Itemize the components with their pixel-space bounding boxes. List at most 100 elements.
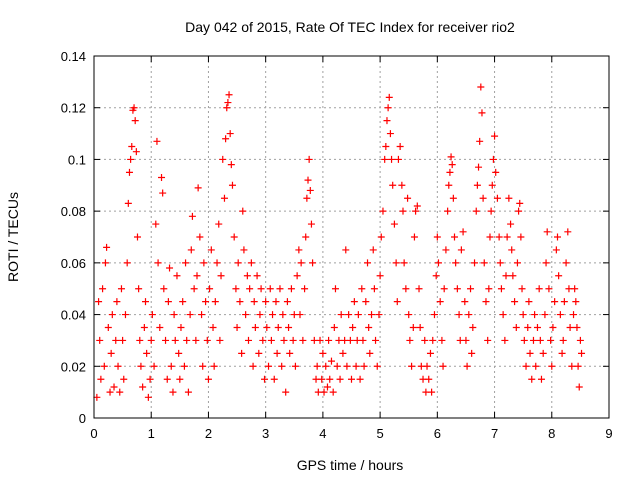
data-point bbox=[198, 311, 206, 319]
data-point bbox=[342, 246, 350, 254]
data-point bbox=[432, 272, 440, 280]
data-point bbox=[209, 324, 217, 331]
data-point bbox=[325, 336, 333, 344]
y-tick-label: 0.12 bbox=[61, 101, 86, 116]
data-point bbox=[487, 207, 495, 215]
data-point bbox=[535, 285, 543, 293]
data-point bbox=[428, 388, 436, 396]
x-tick-label: 6 bbox=[434, 426, 441, 441]
data-point bbox=[188, 212, 196, 220]
data-point bbox=[568, 362, 576, 370]
data-point bbox=[283, 298, 291, 306]
y-tick-label: 0.08 bbox=[61, 204, 86, 219]
data-point bbox=[110, 383, 118, 391]
data-point bbox=[167, 362, 175, 370]
data-point bbox=[542, 259, 550, 267]
data-point bbox=[327, 357, 335, 365]
data-point bbox=[333, 362, 341, 370]
data-point bbox=[153, 137, 161, 145]
data-point bbox=[279, 311, 287, 319]
data-point bbox=[525, 298, 533, 306]
data-point bbox=[223, 104, 231, 112]
data-point bbox=[430, 311, 438, 319]
data-point bbox=[278, 362, 286, 370]
data-point bbox=[236, 298, 244, 306]
data-point bbox=[144, 393, 152, 401]
data-point bbox=[329, 388, 337, 396]
data-point bbox=[124, 199, 132, 207]
data-point bbox=[286, 349, 294, 357]
data-point bbox=[119, 336, 127, 344]
data-point bbox=[493, 194, 501, 202]
data-point bbox=[522, 362, 530, 370]
data-point bbox=[95, 298, 103, 306]
data-point bbox=[154, 259, 162, 267]
data-point bbox=[348, 375, 355, 383]
data-point bbox=[187, 246, 195, 254]
data-point bbox=[128, 143, 136, 150]
data-point bbox=[405, 311, 413, 319]
data-point bbox=[304, 176, 312, 184]
y-tick-label: 0.02 bbox=[61, 359, 86, 374]
data-point bbox=[562, 259, 570, 267]
data-point bbox=[273, 349, 281, 357]
data-point bbox=[291, 362, 299, 370]
data-point bbox=[140, 324, 148, 331]
data-point bbox=[497, 285, 505, 293]
data-point bbox=[486, 233, 494, 241]
data-point bbox=[225, 91, 233, 99]
data-point bbox=[463, 362, 471, 370]
data-point bbox=[234, 259, 242, 267]
data-point bbox=[139, 383, 147, 391]
data-point bbox=[152, 220, 160, 228]
data-point bbox=[133, 233, 141, 241]
data-point bbox=[472, 207, 480, 215]
data-point bbox=[206, 285, 214, 293]
data-point bbox=[354, 311, 362, 319]
data-point bbox=[421, 336, 429, 344]
data-point bbox=[297, 259, 305, 267]
data-point bbox=[478, 109, 486, 117]
data-point bbox=[99, 285, 107, 293]
data-point bbox=[194, 184, 202, 192]
data-point bbox=[276, 285, 284, 293]
data-point bbox=[345, 311, 353, 319]
data-point bbox=[445, 181, 453, 189]
data-point bbox=[381, 155, 389, 163]
plot-frame bbox=[93, 55, 610, 419]
data-point bbox=[448, 161, 456, 169]
data-point bbox=[370, 285, 378, 293]
data-point bbox=[230, 233, 238, 241]
data-point bbox=[462, 336, 470, 344]
data-point bbox=[132, 148, 140, 156]
x-tick-label: 0 bbox=[90, 426, 97, 441]
data-point bbox=[416, 324, 424, 331]
data-point bbox=[256, 311, 264, 319]
data-point bbox=[336, 375, 344, 383]
data-point bbox=[127, 155, 135, 163]
data-point bbox=[508, 246, 516, 254]
data-point bbox=[261, 375, 269, 383]
data-point bbox=[182, 259, 190, 267]
data-point bbox=[485, 285, 493, 293]
data-point bbox=[578, 349, 586, 357]
data-point bbox=[202, 298, 210, 306]
data-point bbox=[213, 259, 221, 267]
data-point bbox=[135, 285, 143, 293]
data-point bbox=[549, 324, 557, 331]
data-point bbox=[492, 168, 500, 176]
data-point bbox=[169, 388, 177, 396]
x-tick-label: 3 bbox=[262, 426, 269, 441]
y-axis-label: ROTI / TECUs bbox=[5, 192, 21, 282]
data-point bbox=[469, 324, 477, 331]
data-point bbox=[556, 311, 564, 319]
data-point bbox=[572, 298, 580, 306]
data-point bbox=[552, 246, 560, 254]
data-point bbox=[372, 336, 380, 344]
data-point bbox=[243, 272, 251, 280]
data-point bbox=[536, 336, 544, 344]
data-point bbox=[400, 259, 408, 267]
data-point bbox=[459, 228, 467, 236]
data-point bbox=[190, 285, 198, 293]
data-point bbox=[434, 259, 442, 267]
